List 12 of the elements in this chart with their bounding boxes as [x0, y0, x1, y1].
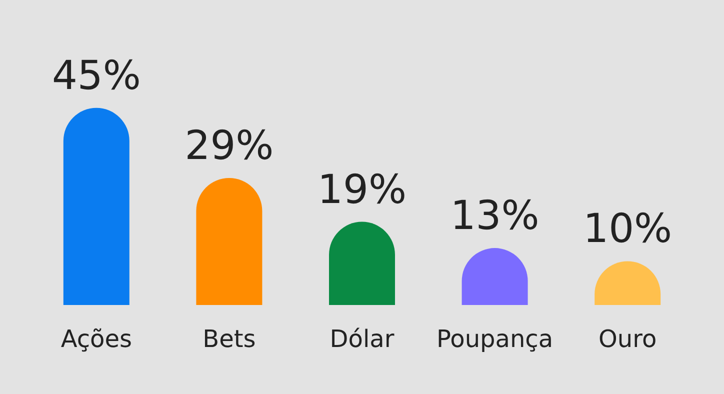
data-label: 19% — [318, 166, 406, 213]
data-label: 13% — [450, 193, 540, 240]
bar — [63, 108, 130, 305]
data-label: 29% — [184, 122, 274, 169]
bar — [196, 178, 262, 305]
x-tick-label: Ações — [60, 325, 132, 353]
x-tick-label: Ouro — [598, 325, 657, 353]
data-label: 45% — [52, 52, 141, 99]
x-tick-label: Bets — [202, 325, 256, 353]
x-tick-label: Poupança — [436, 325, 554, 353]
x-tick-label: Dólar — [330, 325, 394, 353]
data-label: 10% — [583, 206, 672, 252]
